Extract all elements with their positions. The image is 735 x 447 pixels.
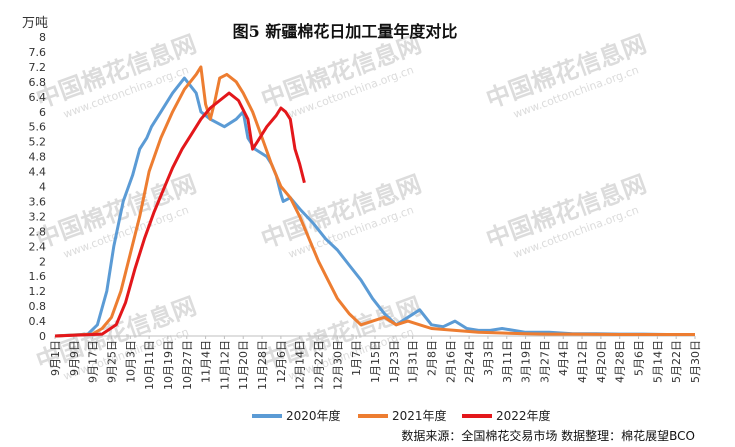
series-layer	[54, 65, 695, 338]
legend: 2020年度 2021年度 2022年度	[252, 408, 551, 423]
y-tick-label: 0.4	[29, 315, 47, 328]
y-axis-label: 万吨	[22, 16, 48, 31]
x-tick-label: 9月9日	[68, 340, 81, 376]
x-tick-label: 3月19日	[520, 340, 533, 383]
y-tick-label: 4.4	[29, 166, 47, 179]
y-tick-label: 5.6	[29, 121, 47, 134]
y-tick-label: 2	[39, 255, 46, 268]
x-tick-label: 9月1日	[49, 340, 62, 376]
x-tick-label: 11月4日	[200, 340, 213, 383]
x-tick-label: 10月11日	[143, 340, 156, 390]
x-tick-label: 12月22日	[313, 340, 326, 390]
x-tick-label: 3月11日	[501, 340, 514, 383]
x-tick-label: 4月4日	[557, 340, 570, 376]
y-tick-label: 3.2	[29, 210, 47, 223]
x-tick-label: 10月3日	[124, 340, 137, 383]
y-tick-label: 5.2	[29, 136, 47, 149]
x-tick-label: 12月14日	[294, 340, 307, 390]
x-tick-label: 9月17日	[87, 340, 100, 383]
x-tick-label: 2月8日	[425, 340, 438, 376]
x-tick-label: 4月12日	[576, 340, 589, 383]
x-tick-label: 11月12日	[218, 340, 231, 390]
x-tick-label: 1月31日	[407, 340, 420, 383]
x-tick-label: 10月19日	[162, 340, 175, 390]
x-tick-label: 1月23日	[388, 340, 401, 383]
y-tick-label: 0	[39, 330, 46, 343]
y-tick-label: 1.6	[29, 270, 47, 283]
x-tick-label: 2月24日	[463, 340, 476, 383]
x-tick-label: 5月22日	[670, 340, 683, 383]
legend-label: 2020年度	[286, 408, 341, 423]
x-tick-label: 9月25日	[105, 340, 118, 383]
y-tick-label: 6	[39, 106, 46, 119]
y-tick-label: 4	[39, 181, 46, 194]
x-tick-label: 3月27日	[538, 340, 551, 383]
y-tick-label: 3.6	[29, 195, 47, 208]
y-tick-label: 2.4	[29, 240, 47, 253]
y-tick-label: 0.8	[29, 300, 47, 313]
x-tick-label: 3月3日	[482, 340, 495, 376]
x-tick-label: 5月6日	[633, 340, 646, 376]
x-tick-label: 12月30日	[331, 340, 344, 390]
series-line-3	[54, 91, 306, 338]
y-tick-label: 6.4	[29, 91, 47, 104]
y-tick-label: 6.8	[29, 76, 47, 89]
x-tick-label: 5月14日	[651, 340, 664, 383]
x-tick-label: 11月20日	[237, 340, 250, 390]
y-tick-label: 7.2	[29, 61, 47, 74]
x-tick-label: 4月28日	[614, 340, 627, 383]
x-tick-label: 1月7日	[350, 340, 363, 376]
x-tick-label: 4月20日	[595, 340, 608, 383]
x-tick-label: 10月27日	[181, 340, 194, 390]
x-tick-label: 5月30日	[689, 340, 702, 383]
x-tick-label: 12月6日	[275, 340, 288, 383]
legend-label: 2022年度	[496, 408, 551, 423]
legend-label: 2021年度	[392, 408, 447, 423]
y-tick-labels: 0 0.4 0.8 1.2 1.6 2 2.4 2.8 3.2 3.64 4.4 4.8 5.2 5.6 6…	[29, 31, 47, 343]
series-line-2	[54, 65, 695, 338]
y-tick-label: 7.6	[29, 46, 47, 59]
source-note: 数据来源：全国棉花交易市场 数据整理：棉花展望BCO	[401, 428, 695, 443]
chart-title: 图5 新疆棉花日加工量年度对比	[233, 22, 458, 41]
y-tick-label: 8	[39, 31, 46, 44]
x-tick-label: 11月28日	[256, 340, 269, 390]
y-tick-label: 4.8	[29, 151, 47, 164]
y-tick-label: 1.2	[29, 285, 47, 298]
x-tick-label: 2月16日	[444, 340, 457, 383]
x-tick-label: 1月15日	[369, 340, 382, 383]
x-tick-labels: 9月1日 9月9日 9月17日 9月25日 10月3日 10月11日 10月19日 10月27…	[49, 336, 702, 390]
y-tick-label: 2.8	[29, 225, 47, 238]
